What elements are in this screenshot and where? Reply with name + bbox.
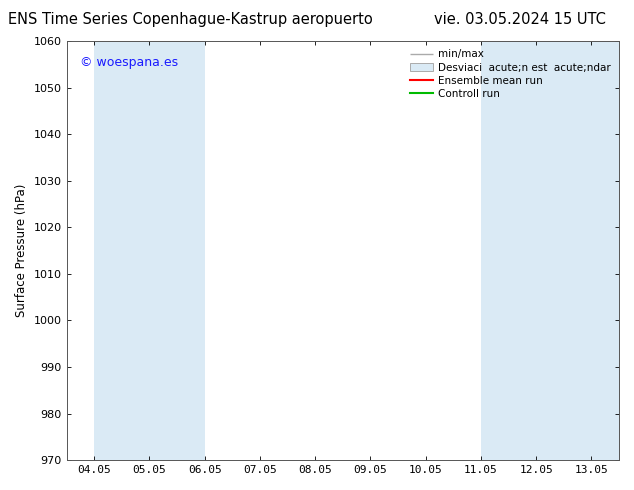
- Text: vie. 03.05.2024 15 UTC: vie. 03.05.2024 15 UTC: [434, 12, 606, 27]
- Bar: [536, 41, 592, 460]
- Y-axis label: Surface Pressure (hPa): Surface Pressure (hPa): [15, 184, 28, 318]
- Text: ENS Time Series Copenhague-Kastrup aeropuerto: ENS Time Series Copenhague-Kastrup aerop…: [8, 12, 373, 27]
- Bar: [150, 41, 205, 460]
- Bar: [94, 41, 150, 460]
- Legend: min/max, Desviaci  acute;n est  acute;ndar, Ensemble mean run, Controll run: min/max, Desviaci acute;n est acute;ndar…: [406, 46, 614, 102]
- Bar: [481, 41, 536, 460]
- Bar: [592, 41, 619, 460]
- Text: © woespana.es: © woespana.es: [81, 56, 179, 69]
